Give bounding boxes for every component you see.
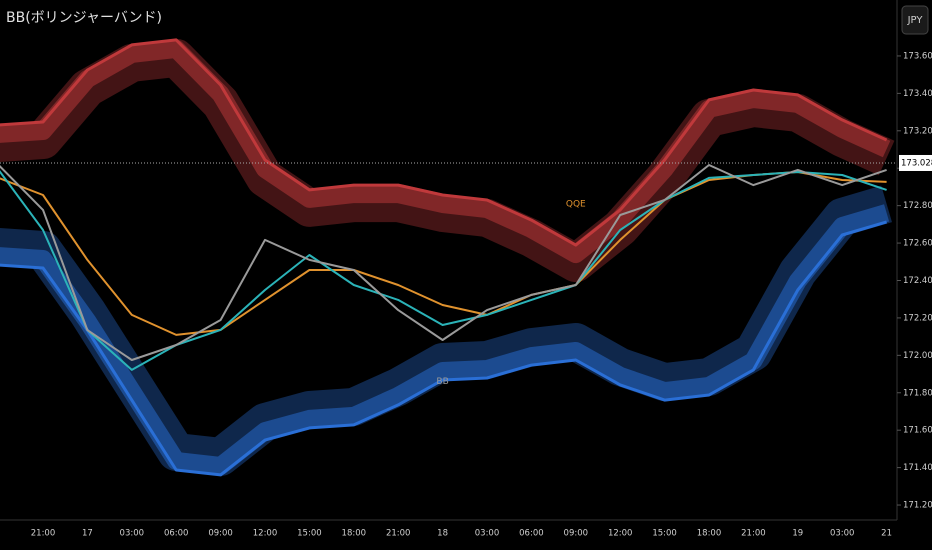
x-tick-label: 21 (881, 529, 892, 539)
x-tick-label: 17 (82, 529, 93, 539)
band-inner (0, 39, 891, 264)
x-tick-label: 06:00 (519, 529, 544, 539)
last-price-box (899, 154, 932, 171)
y-tick-label: 173.600 (903, 51, 932, 61)
indicator-title: BB(ボリンジャーバンド) (6, 10, 162, 26)
x-tick-label: 21:00 (386, 529, 411, 539)
x-tick-label: 09:00 (208, 529, 233, 539)
currency-button[interactable] (901, 5, 929, 35)
y-tick-label: 172.400 (903, 276, 932, 286)
x-tick-label: 18:00 (697, 529, 722, 539)
x-tick-label: 03:00 (830, 529, 855, 539)
x-tick-label: 19 (792, 529, 803, 539)
last-price-label: 173.028 (901, 158, 932, 168)
x-tick-label: 12:00 (253, 529, 278, 539)
y-tick-label: 172.200 (903, 313, 932, 323)
series-line (0, 164, 887, 361)
y-tick-label: 172.600 (903, 239, 932, 249)
x-tick-label: 03:00 (475, 529, 500, 539)
y-tick-label: 171.200 (903, 501, 932, 511)
band-inner (0, 204, 890, 475)
y-tick-label: 171.400 (903, 463, 932, 473)
plot-area (0, 38, 895, 477)
x-tick-label: 21:00 (31, 529, 56, 539)
annotation: QQE (566, 199, 586, 209)
annotation: BB (436, 377, 448, 387)
x-tick-label: 15:00 (297, 529, 322, 539)
y-tick-label: 172.000 (903, 351, 932, 361)
x-tick-label: 12:00 (608, 529, 633, 539)
currency-label[interactable]: JPY (907, 15, 924, 26)
y-tick-label: 173.400 (903, 89, 932, 99)
x-tick-label: 18:00 (342, 529, 367, 539)
y-tick-label: 173.200 (903, 126, 932, 136)
x-tick-label: 18 (437, 529, 448, 539)
x-tick-label: 03:00 (120, 529, 145, 539)
x-tick-label: 06:00 (164, 529, 189, 539)
x-tick-label: 09:00 (564, 529, 589, 539)
series-line (0, 220, 888, 477)
series-line (0, 38, 888, 247)
y-tick-label: 171.600 (903, 426, 932, 436)
x-tick-label: 15:00 (652, 529, 677, 539)
y-tick-label: 172.800 (903, 201, 932, 211)
y-tick-label: 171.800 (903, 388, 932, 398)
series-line (0, 170, 887, 371)
x-tick-label: 21:00 (741, 529, 766, 539)
